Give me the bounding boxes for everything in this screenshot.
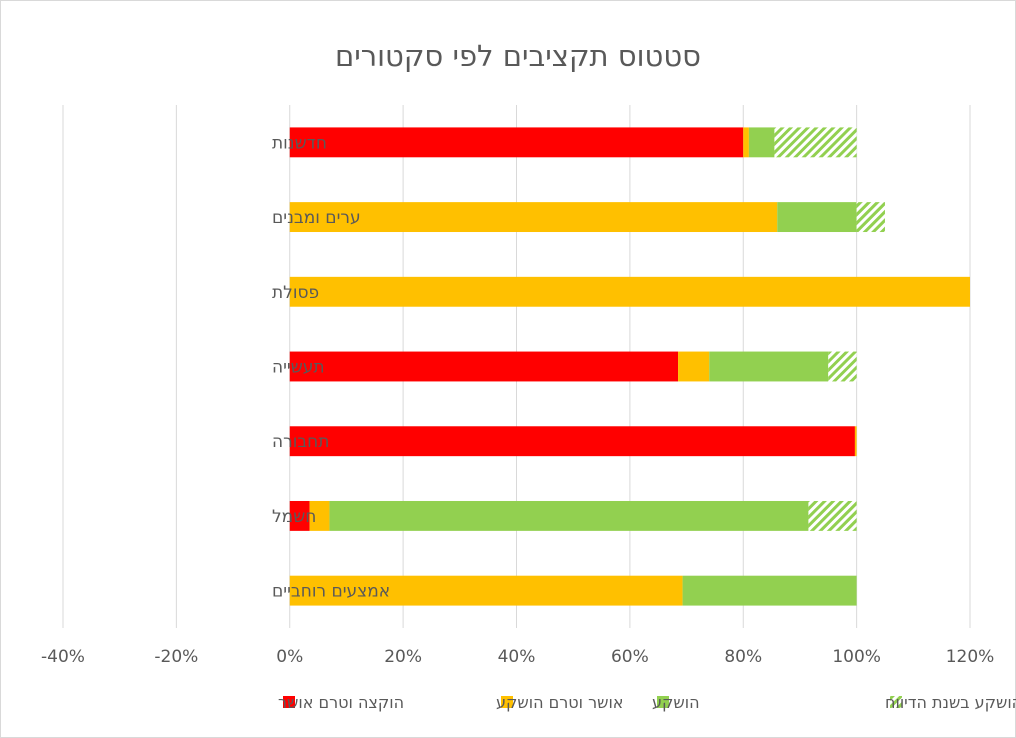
bar-segment (828, 351, 857, 382)
bar-segment (777, 202, 857, 233)
bar-segment (329, 500, 809, 531)
bar-segment (289, 127, 744, 158)
category-label: חשמל (272, 507, 316, 527)
legend: הוקצה וטרם אושר אושר וטרם הושקע הושקע הושקע… (278, 693, 1016, 712)
x-tick-label: 80% (724, 647, 762, 667)
legend-label: הושקע (652, 693, 700, 712)
category-label: חדשנות (272, 133, 327, 153)
bar-segment (289, 351, 679, 382)
bar-segment (289, 202, 778, 233)
bar-segment (289, 575, 683, 606)
bar-segment (808, 500, 857, 531)
x-tick-label: -40% (41, 647, 85, 667)
bar-segment (774, 127, 857, 158)
x-tick-label: -20% (154, 647, 198, 667)
category-label: תחבורה (272, 432, 329, 452)
legend-label: הושקע בשנת הדיווח (885, 693, 1016, 712)
bar-segment (743, 127, 749, 158)
bar-segment (678, 351, 710, 382)
bar-segment (289, 426, 855, 457)
x-tick-label: 100% (832, 647, 881, 667)
bar-segment (748, 127, 775, 158)
bars (289, 127, 970, 606)
category-labels: חדשנות ערים ומבנים פסולת תעשייה תחבורה חשמל אמ… (272, 133, 390, 601)
x-tick-label: 120% (946, 647, 995, 667)
legend-swatch (501, 696, 513, 708)
x-tick-label: 40% (498, 647, 536, 667)
x-axis-ticks: -40% -20% 0% 20% 40% 60% 80% 100% 120% (41, 647, 994, 667)
chart-title: סטטוס תקציבים לפי סקטורים (335, 39, 701, 73)
legend-label: הוקצה וטרם אושר (278, 693, 404, 712)
category-label: ערים ומבנים (272, 208, 361, 228)
legend-swatch (657, 696, 669, 708)
bar-segment (289, 276, 970, 307)
bar-segment (682, 575, 857, 606)
category-label: פסולת (272, 283, 319, 303)
bar-segment (289, 500, 310, 531)
bar-segment (709, 351, 829, 382)
bar-segment (854, 426, 857, 457)
bar-segment (309, 500, 330, 531)
x-tick-label: 60% (611, 647, 649, 667)
legend-label: אושר וטרם הושקע (496, 693, 624, 712)
category-label: תעשייה (272, 358, 325, 378)
category-label: אמצעים רוחביים (272, 582, 390, 602)
x-tick-label: 20% (384, 647, 422, 667)
bar-segment (856, 202, 885, 233)
x-tick-label: 0% (276, 647, 303, 667)
legend-swatch (890, 696, 902, 708)
legend-swatch (283, 696, 295, 708)
